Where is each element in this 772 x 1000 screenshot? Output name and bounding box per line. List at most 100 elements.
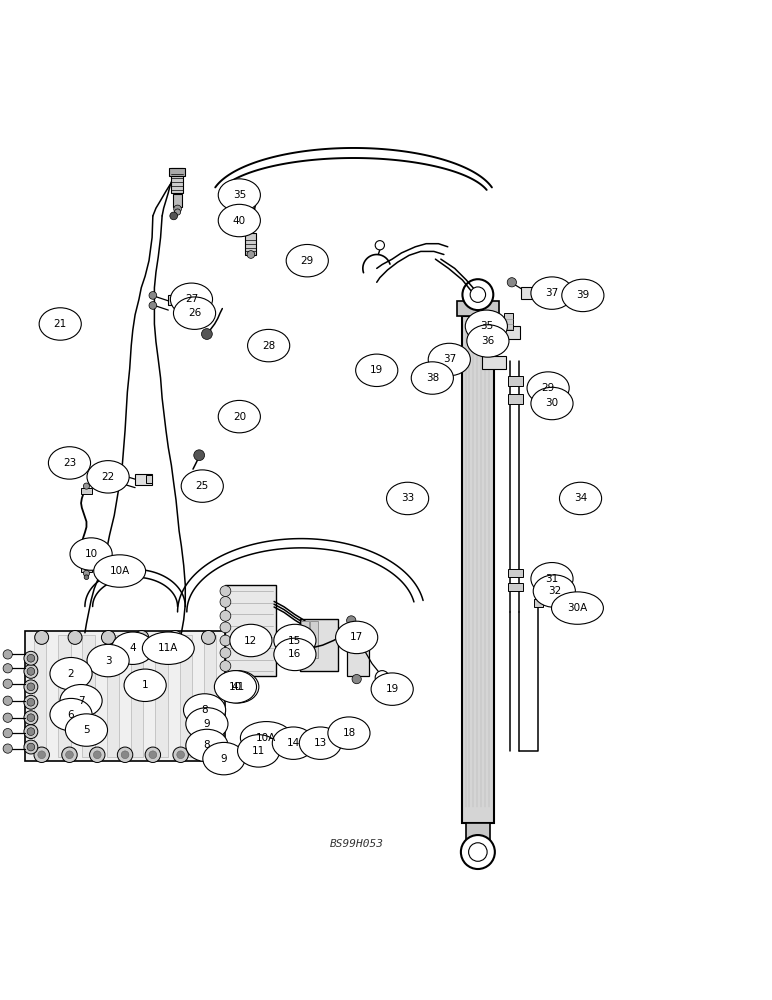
Bar <box>81 488 92 494</box>
Circle shape <box>24 680 38 694</box>
Ellipse shape <box>70 538 112 570</box>
Ellipse shape <box>527 372 569 404</box>
Circle shape <box>83 483 90 489</box>
Text: BS99H053: BS99H053 <box>330 839 384 849</box>
Ellipse shape <box>186 708 228 740</box>
Bar <box>107 635 119 757</box>
Circle shape <box>375 241 384 250</box>
Text: 25: 25 <box>195 481 209 491</box>
Bar <box>508 569 523 577</box>
Bar <box>81 566 92 572</box>
Text: 21: 21 <box>53 319 67 329</box>
Text: 11A: 11A <box>158 643 178 653</box>
Circle shape <box>27 654 35 662</box>
Text: 34: 34 <box>574 493 587 503</box>
Text: 32: 32 <box>547 586 561 596</box>
Circle shape <box>220 661 231 671</box>
Text: 15: 15 <box>288 636 302 646</box>
Ellipse shape <box>428 343 470 376</box>
Circle shape <box>66 751 73 759</box>
Bar <box>204 635 216 757</box>
Text: 12: 12 <box>244 636 258 646</box>
Circle shape <box>24 711 38 725</box>
Text: 30A: 30A <box>567 603 587 613</box>
Text: 10: 10 <box>84 549 98 559</box>
Text: 31: 31 <box>545 574 559 584</box>
Text: 27: 27 <box>185 294 198 304</box>
Ellipse shape <box>286 244 328 277</box>
Ellipse shape <box>328 717 370 749</box>
Circle shape <box>3 729 12 738</box>
Text: 9: 9 <box>221 754 227 764</box>
Ellipse shape <box>336 621 378 654</box>
Ellipse shape <box>467 325 509 357</box>
Text: 6: 6 <box>68 710 74 720</box>
Bar <box>508 376 523 386</box>
Circle shape <box>27 683 35 691</box>
Ellipse shape <box>124 669 166 701</box>
Bar <box>135 474 152 485</box>
Text: 18: 18 <box>342 728 356 738</box>
Text: 7: 7 <box>78 696 84 706</box>
Circle shape <box>507 278 516 287</box>
Text: 29: 29 <box>541 383 555 393</box>
Ellipse shape <box>356 354 398 387</box>
Circle shape <box>220 622 231 633</box>
Circle shape <box>534 288 543 298</box>
Circle shape <box>3 650 12 659</box>
Circle shape <box>83 570 90 576</box>
Text: 9: 9 <box>204 719 210 729</box>
Ellipse shape <box>49 447 90 479</box>
Circle shape <box>149 302 157 309</box>
Circle shape <box>174 209 181 215</box>
Ellipse shape <box>87 461 129 493</box>
Circle shape <box>462 279 493 310</box>
Ellipse shape <box>112 632 154 664</box>
Text: 23: 23 <box>63 458 76 468</box>
Text: 10: 10 <box>229 682 242 692</box>
Ellipse shape <box>562 279 604 312</box>
Ellipse shape <box>174 297 215 329</box>
Text: 37: 37 <box>545 288 559 298</box>
Text: 41: 41 <box>231 682 245 692</box>
Text: 19: 19 <box>385 684 399 694</box>
Circle shape <box>220 586 231 596</box>
Circle shape <box>27 668 35 675</box>
Circle shape <box>135 630 149 644</box>
Circle shape <box>24 651 38 665</box>
Text: 37: 37 <box>442 354 456 364</box>
Text: 4: 4 <box>130 643 136 653</box>
Circle shape <box>35 630 49 644</box>
Bar <box>146 475 152 483</box>
Ellipse shape <box>142 632 195 664</box>
Ellipse shape <box>50 698 92 731</box>
Circle shape <box>38 751 46 759</box>
Circle shape <box>201 630 215 644</box>
Text: 10A: 10A <box>110 566 130 576</box>
Bar <box>466 823 490 846</box>
Ellipse shape <box>240 722 293 754</box>
Text: 40: 40 <box>232 216 246 226</box>
Ellipse shape <box>531 387 573 420</box>
Bar <box>534 599 543 607</box>
Bar <box>482 356 506 369</box>
Ellipse shape <box>230 624 272 657</box>
Text: 22: 22 <box>101 472 115 482</box>
Circle shape <box>220 596 231 607</box>
Ellipse shape <box>274 624 316 657</box>
Circle shape <box>247 251 255 258</box>
Text: 35: 35 <box>232 190 246 200</box>
Ellipse shape <box>387 482 428 515</box>
Circle shape <box>220 610 231 621</box>
Ellipse shape <box>87 644 129 677</box>
Circle shape <box>220 647 231 658</box>
Bar <box>498 326 520 339</box>
Ellipse shape <box>533 575 575 607</box>
Circle shape <box>168 630 182 644</box>
Text: 8: 8 <box>201 705 208 715</box>
Text: 26: 26 <box>188 308 201 318</box>
Text: 33: 33 <box>401 493 415 503</box>
Bar <box>169 168 185 176</box>
Circle shape <box>117 747 133 762</box>
Circle shape <box>201 329 212 339</box>
